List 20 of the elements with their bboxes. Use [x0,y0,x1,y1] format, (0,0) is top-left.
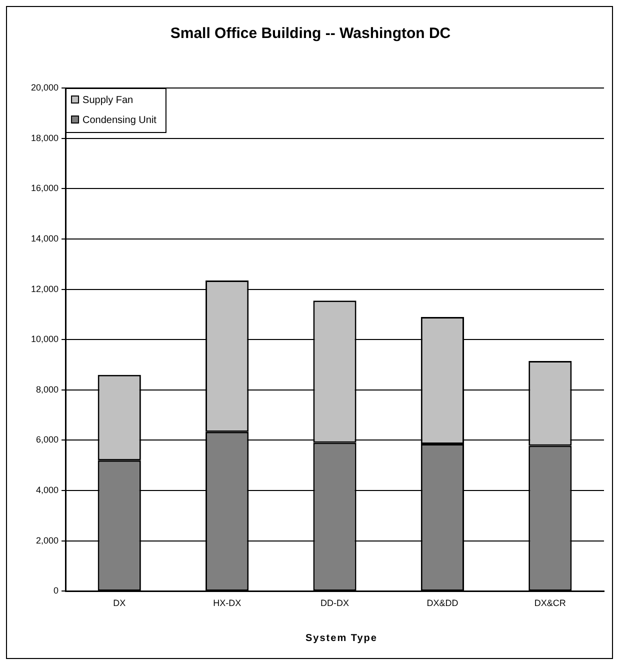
x-tick-label: DX [113,598,126,608]
legend-label: Supply Fan [82,94,134,106]
chart-title: Small Office Building -- Washington DC [169,25,452,42]
x-tick-label: DX&DD [426,598,459,608]
y-tick-label: 4,000 [36,485,59,496]
y-tick-label: 14,000 [30,233,59,244]
y-tick-label: 10,000 [30,334,59,344]
legend-label: Condensing Unit [82,114,157,126]
y-tick-label: 6,000 [36,434,59,445]
y-tick-label: 2,000 [36,535,59,546]
y-tick-label: 12,000 [30,284,59,294]
x-tick-label: HX-DX [213,598,242,608]
y-tick-label: 0 [54,586,59,596]
x-tick-label: DX&CR [534,598,566,608]
x-axis-title: System Type [304,633,378,644]
x-tick-label: DD-DX [320,598,350,608]
y-tick-label: 8,000 [36,384,59,394]
y-tick-label: 20,000 [30,82,59,92]
y-tick-label: 16,000 [30,183,59,194]
y-tick-label: 18,000 [30,132,59,143]
